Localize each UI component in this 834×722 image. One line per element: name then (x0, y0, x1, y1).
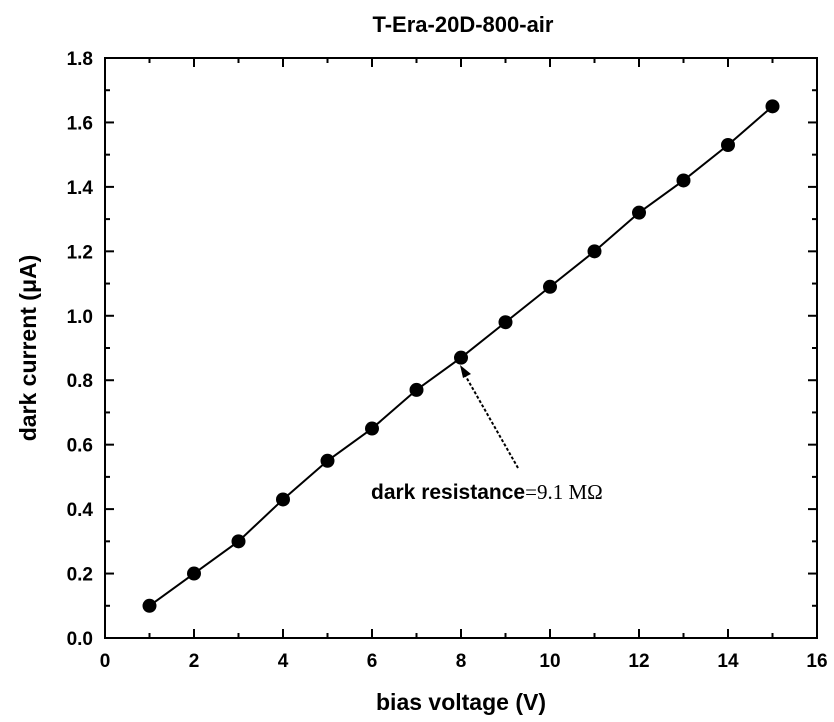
x-tick-label: 14 (717, 651, 739, 672)
y-tick-label: 0.6 (67, 436, 93, 457)
data-point (543, 279, 557, 294)
data-point (765, 99, 780, 114)
data-point (187, 566, 201, 581)
annotation-label: dark resistance (371, 481, 525, 504)
data-point (721, 138, 735, 152)
data-point (231, 534, 246, 549)
x-axis: 0 2 4 6 8 10 12 14 16 (100, 58, 828, 672)
data-point (632, 205, 646, 220)
x-tick-label: 16 (806, 651, 827, 672)
y-tick-label: 1.6 (67, 113, 93, 134)
x-tick-label: 6 (367, 651, 378, 672)
x-tick-label: 4 (278, 651, 289, 672)
x-tick-label: 2 (189, 651, 200, 672)
data-point (142, 598, 157, 613)
data-point (676, 173, 691, 188)
x-tick-label: 8 (456, 651, 467, 672)
annotation-arrowhead (460, 365, 471, 378)
y-tick-label: 0.2 (67, 565, 93, 586)
series-points (142, 99, 780, 613)
x-tick-label: 0 (100, 651, 111, 672)
y-tick-label: 0.8 (67, 371, 93, 392)
data-point (498, 315, 513, 330)
x-tick-label: 10 (539, 651, 560, 672)
data-point (587, 244, 602, 259)
y-tick-label: 1.8 (67, 49, 93, 70)
data-point (454, 350, 468, 365)
x-axis-label: bias voltage (V) (376, 689, 546, 715)
data-point (276, 492, 290, 507)
y-tick-label: 0.4 (67, 500, 94, 521)
data-point (365, 421, 379, 436)
y-axis: 0.0 0.2 0.4 0.6 0.8 1.0 1.2 1.4 1.6 1.8 (67, 49, 817, 650)
data-point (409, 382, 424, 397)
y-tick-label: 1.4 (67, 178, 94, 199)
data-point (320, 453, 335, 468)
y-tick-label: 1.2 (67, 242, 93, 263)
annotation-value: =9.1 MΩ (525, 480, 603, 504)
x-tick-label: 12 (628, 651, 649, 672)
annotation-text: dark resistance=9.1 MΩ (371, 480, 603, 504)
chart-title: T-Era-20D-800-air (373, 12, 554, 37)
plot-area (104, 57, 818, 639)
y-tick-label: 1.0 (67, 307, 93, 328)
y-tick-label: 0.0 (67, 629, 93, 650)
y-axis-label: dark current (μA) (15, 255, 41, 442)
annotation-arrow (464, 374, 519, 469)
